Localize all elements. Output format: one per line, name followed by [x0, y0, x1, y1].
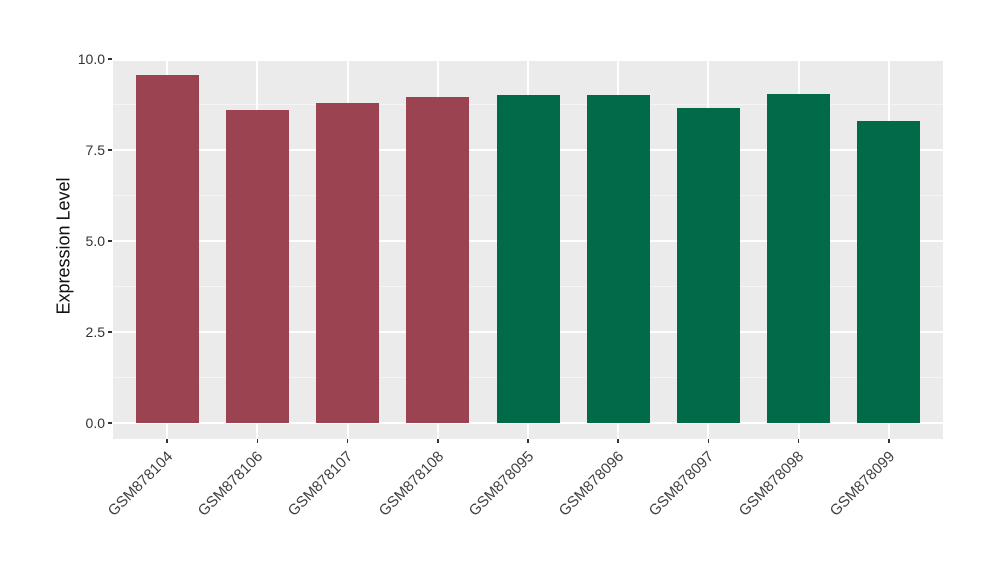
y-tick-mark: [108, 58, 112, 60]
x-tick-mark: [617, 439, 619, 443]
y-tick-label: 7.5: [85, 142, 105, 158]
y-tick-label: 10.0: [77, 51, 105, 67]
bar-GSM878107: [316, 102, 380, 423]
bar-GSM878108: [406, 97, 470, 423]
x-tick-label-text: GSM878106: [194, 448, 267, 520]
y-tick-label: 5.0: [85, 233, 105, 249]
x-tick-label-text: GSM878099: [826, 448, 898, 520]
bar-GSM878099: [857, 120, 921, 423]
x-tick-mark: [888, 439, 890, 443]
x-tick-mark: [166, 439, 168, 443]
x-tick-mark: [256, 439, 259, 443]
y-tick-mark: [108, 422, 112, 424]
x-tick-mark: [707, 439, 710, 443]
x-tick-label-text: GSM878095: [465, 448, 538, 520]
x-tick-label-text: GSM878107: [284, 448, 357, 520]
y-tick-mark: [108, 331, 112, 333]
plot-panel: [113, 59, 943, 439]
x-tick-mark: [346, 439, 349, 443]
x-tick-label-text: GSM878097: [645, 448, 718, 520]
bar-GSM878106: [225, 109, 289, 423]
bar-GSM878095: [496, 95, 560, 423]
bar-GSM878098: [767, 93, 831, 423]
bar-GSM878104: [135, 75, 199, 423]
x-tick-mark: [437, 439, 439, 443]
y-tick-mark: [108, 240, 112, 242]
bar-GSM878097: [676, 108, 740, 423]
y-tick-label: 2.5: [85, 324, 105, 340]
x-tick-label-text: GSM878108: [375, 448, 447, 520]
x-tick-mark: [797, 439, 800, 443]
x-tick-label-text: GSM878096: [555, 448, 628, 520]
y-tick-label: 0.0: [85, 415, 105, 431]
x-tick-label-text: GSM878104: [104, 448, 177, 520]
x-tick-mark: [527, 439, 529, 443]
x-tick-label-text: GSM878098: [736, 448, 808, 520]
bar-GSM878096: [586, 95, 650, 423]
y-tick-mark: [108, 149, 112, 151]
